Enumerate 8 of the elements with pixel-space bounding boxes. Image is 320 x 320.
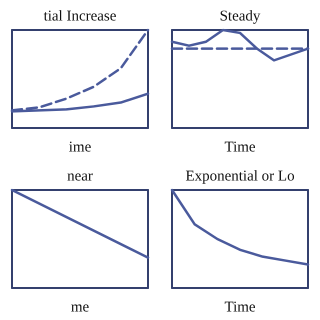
chart-title: near <box>67 168 93 184</box>
chart-title: tial Increase <box>44 8 117 24</box>
x-axis-title: ime <box>68 140 92 156</box>
x-axis-title: Time <box>224 300 256 316</box>
chart-title: Exponential or Lo <box>185 168 295 184</box>
chart-title: Steady <box>220 8 261 24</box>
x-axis-title: Time <box>224 140 256 156</box>
x-axis-title: me <box>70 300 90 316</box>
